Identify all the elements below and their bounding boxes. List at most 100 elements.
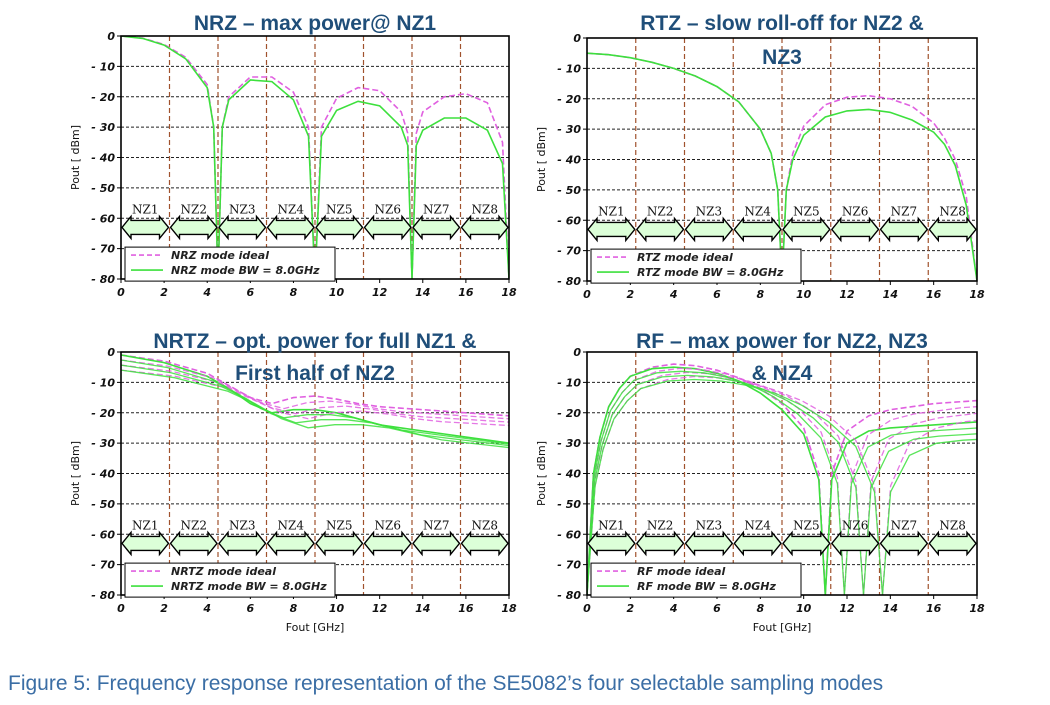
nz-label: NZ3	[229, 518, 255, 532]
nz-arrow	[928, 530, 977, 557]
x-tick-label: 0	[117, 602, 125, 615]
y-tick-label: 0	[573, 346, 581, 359]
nz-arrow	[733, 530, 782, 557]
x-tick-label: 14	[883, 602, 898, 615]
x-tick-label: 14	[415, 286, 430, 299]
x-tick-label: 18	[501, 602, 517, 615]
y-tick-label: - 80	[91, 273, 115, 286]
series-group	[587, 363, 977, 595]
nz-arrow	[412, 530, 461, 557]
nz-label: NZ8	[472, 518, 498, 532]
figure: 0- 10- 20- 30- 40- 50- 60- 70- 800 2 4 6 8 10…	[69, 12, 985, 634]
series-bw-variant-line	[587, 378, 977, 595]
nz-label: NZ7	[423, 202, 449, 216]
nz-arrow	[218, 530, 267, 557]
legend-label: NRZ mode BW = 8.0GHz	[171, 264, 320, 277]
y-tick-label: - 80	[557, 275, 581, 288]
series-ideal-variant-line	[121, 369, 509, 427]
x-tick-label: 2	[160, 286, 168, 299]
nz-arrow	[218, 214, 267, 241]
x-tick-label: 16	[458, 602, 474, 615]
series-bw-variant-line	[121, 369, 509, 449]
x-tick-label: 16	[458, 286, 474, 299]
nz-label: NZ6	[375, 518, 401, 532]
nz-label: NZ1	[132, 518, 158, 532]
chart-title: RTZ – slow roll-off for NZ2 &	[640, 12, 924, 35]
x-tick-label: 8	[290, 602, 298, 615]
y-tick-label: - 20	[91, 407, 115, 420]
x-tick-label: 4	[669, 288, 678, 301]
nz-label: NZ6	[842, 204, 868, 218]
y-tick-label: - 40	[91, 468, 115, 481]
nz-arrow	[169, 530, 218, 557]
chart-title: NRTZ – opt. power for full NZ1 &	[153, 330, 476, 353]
nz-label: NZ4	[744, 204, 771, 218]
x-tick-label: 0	[117, 286, 125, 299]
x-tick-label: 12	[372, 602, 388, 615]
nz-arrow	[121, 530, 170, 557]
y-tick-label: - 40	[557, 468, 581, 481]
x-tick-label: 16	[926, 288, 942, 301]
y-tick-label: 0	[107, 30, 115, 43]
y-tick-label: 0	[573, 32, 581, 45]
nz-label: NZ8	[939, 204, 965, 218]
legend-box	[124, 562, 336, 598]
nz-label: NZ2	[181, 202, 207, 216]
nz-label: NZ3	[696, 518, 722, 532]
nz-arrow	[635, 216, 685, 243]
nz-label: NZ4	[278, 518, 305, 532]
x-tick-label: 4	[202, 286, 211, 299]
nz-label: NZ5	[326, 518, 352, 532]
y-tick-label: - 50	[91, 498, 115, 511]
x-axis-label: Fout [GHz]	[286, 621, 345, 634]
nz-label: NZ2	[181, 518, 207, 532]
y-tick-label: - 10	[91, 376, 115, 389]
series-bw-line	[121, 36, 509, 279]
nz-arrow	[315, 214, 364, 241]
y-tick-label: - 10	[557, 62, 581, 75]
series-group	[121, 354, 509, 449]
y-tick-label: - 20	[91, 91, 115, 104]
series-bw-line	[121, 354, 509, 444]
x-tick-label: 2	[627, 602, 635, 615]
legend-label: RF mode ideal	[637, 565, 726, 578]
figure-caption: Figure 5: Frequency response representat…	[8, 672, 884, 695]
nz-arrow	[587, 530, 636, 557]
y-tick-label: - 30	[557, 123, 581, 136]
legend-box	[590, 562, 802, 598]
nz-label: NZ8	[472, 202, 498, 216]
x-tick-label: 0	[583, 288, 591, 301]
x-tick-label: 12	[839, 288, 855, 301]
x-tick-label: 10	[796, 602, 812, 615]
series-group	[587, 52, 977, 281]
y-tick-label: - 60	[557, 214, 581, 227]
legend-label: NRZ mode ideal	[171, 249, 269, 262]
x-tick-label: 6	[713, 288, 721, 301]
x-tick-label: 2	[160, 602, 168, 615]
y-tick-label: - 70	[557, 559, 581, 572]
nz-arrow	[733, 216, 782, 243]
nz-arrow	[460, 530, 509, 557]
x-tick-label: 2	[627, 288, 635, 301]
chart-title: First half of NZ2	[235, 362, 395, 385]
series-bw-line	[587, 52, 977, 281]
nz-label: NZ5	[793, 204, 819, 218]
y-axis-label: Pout [ dBm]	[69, 441, 82, 506]
nz-label: NZ2	[647, 518, 673, 532]
chart-title: NRZ – max power@ NZ1	[194, 12, 437, 35]
nz-arrow	[684, 530, 734, 557]
y-tick-label: - 50	[557, 184, 581, 197]
nz-label: NZ5	[326, 202, 352, 216]
nz-label: NZ7	[423, 518, 449, 532]
x-tick-label: 14	[883, 288, 898, 301]
nz-arrow	[684, 216, 734, 243]
y-tick-label: - 50	[557, 498, 581, 511]
chart-title: NZ3	[762, 46, 802, 69]
nz-label: NZ4	[744, 518, 771, 532]
y-tick-label: - 70	[91, 243, 115, 256]
y-tick-label: - 10	[557, 376, 581, 389]
series-ideal-variant-line	[121, 364, 509, 423]
y-tick-label: - 10	[91, 60, 115, 73]
y-tick-label: - 80	[91, 589, 115, 602]
series-bw-line	[587, 366, 977, 595]
